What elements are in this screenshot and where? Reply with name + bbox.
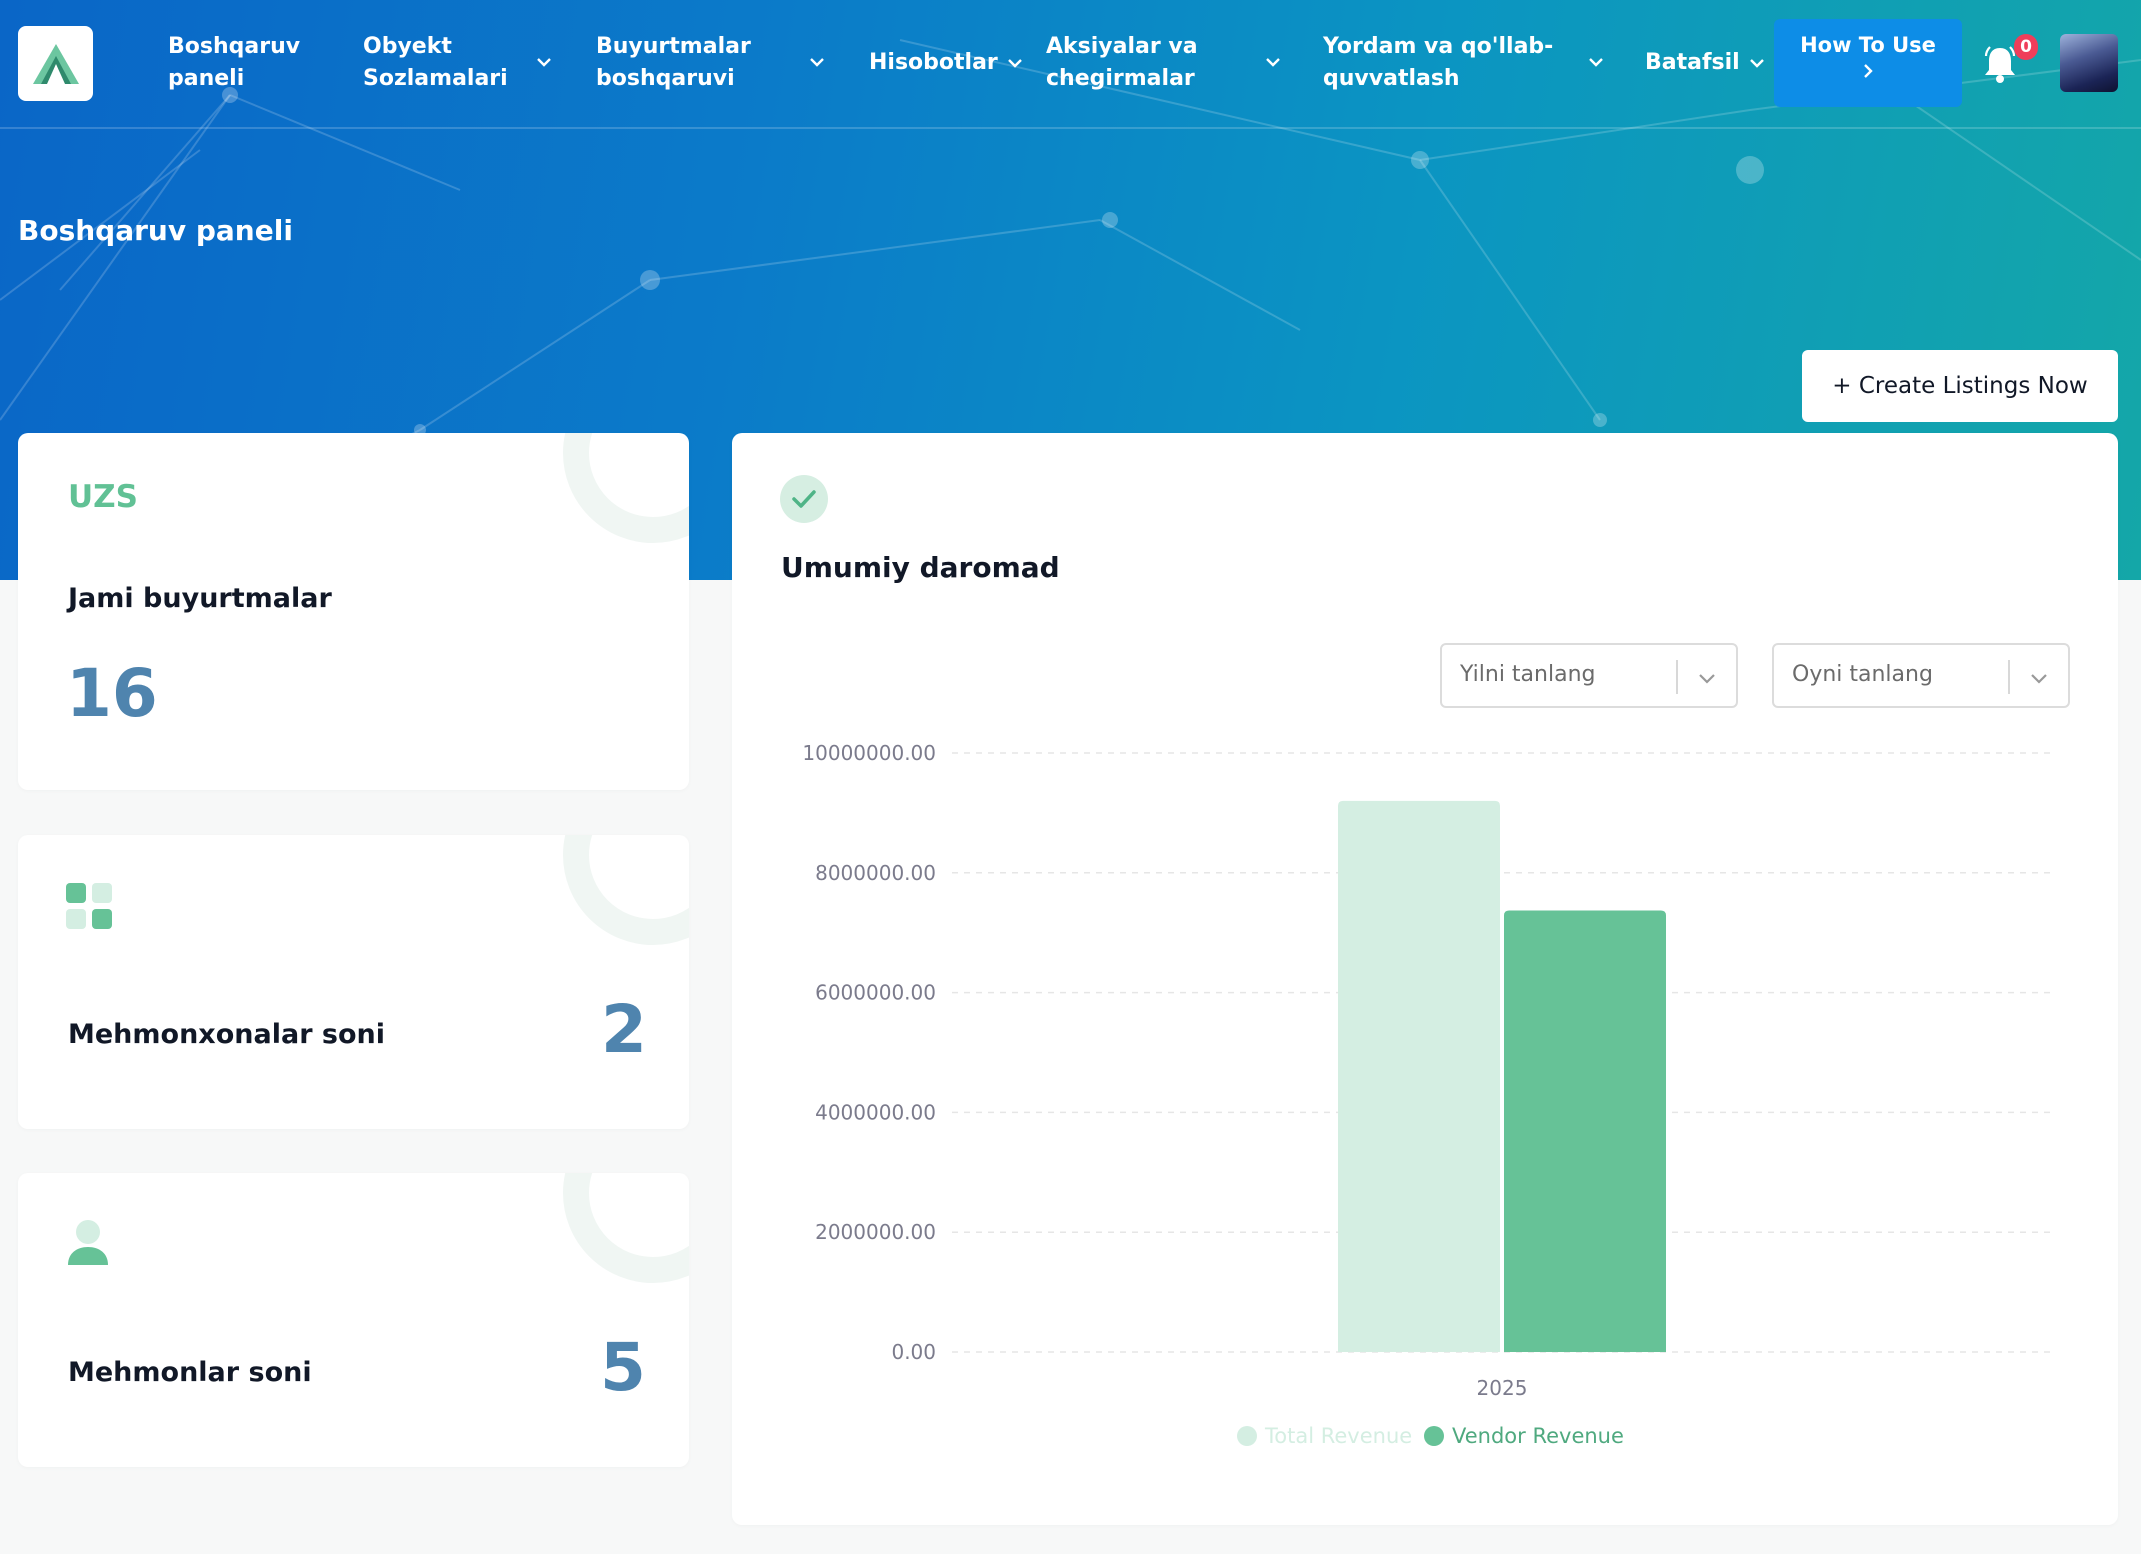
chevron-down-icon [1749, 59, 1764, 68]
revenue-card: Umumiy daromad Yilni tanlang Oyni tanlan… [732, 433, 2118, 1525]
chevron-down-icon [2031, 674, 2047, 684]
x-tick-label: 2025 [1477, 1376, 1528, 1400]
nav-item-orders[interactable]: Buyurtmalar boshqaruvi [596, 31, 824, 95]
user-icon [68, 1220, 108, 1265]
revenue-title: Umumiy daromad [781, 551, 1060, 584]
nav-item-support[interactable]: Yordam va qo'llab- quvvatlash [1323, 31, 1603, 95]
nav-item-reports[interactable]: Hisobotlar [869, 47, 1024, 79]
nav-label: Obyekt Sozlamalari [363, 34, 508, 91]
legend-marker [1237, 1426, 1257, 1446]
hotels-value: 2 [601, 991, 647, 1068]
avatar[interactable] [2060, 34, 2118, 92]
chevron-down-icon [1007, 59, 1022, 68]
y-tick-label: 10000000.00 [802, 741, 936, 765]
hotels-card: Mehmonxonalar soni 2 [18, 835, 689, 1129]
chevron-right-icon [1864, 64, 1873, 78]
bell-icon[interactable] [1982, 44, 2018, 84]
y-tick-label: 8000000.00 [815, 861, 936, 885]
month-select[interactable]: Oyni tanlang [1772, 643, 2070, 708]
nav-label: Batafsil [1645, 50, 1740, 75]
nav-label: Buyurtmalar boshqaruvi [596, 34, 751, 91]
chevron-down-icon [810, 58, 824, 67]
check-icon [780, 475, 828, 523]
nav-label: Boshqaruv paneli [168, 34, 301, 91]
legend-label: Total Revenue [1264, 1424, 1412, 1448]
bar-vendor-revenue [1504, 910, 1666, 1352]
year-select-placeholder: Yilni tanlang [1460, 662, 1596, 687]
month-select-placeholder: Oyni tanlang [1792, 662, 1933, 687]
legend-marker [1424, 1426, 1444, 1446]
notification-badge: 0 [2014, 34, 2038, 60]
grid-icon [66, 883, 112, 929]
decorative-ring [563, 433, 689, 543]
decorative-ring [563, 1173, 689, 1283]
guests-label: Mehmonlar soni [68, 1357, 312, 1388]
logo-icon [32, 43, 79, 84]
logo[interactable] [18, 26, 93, 101]
decorative-ring [563, 835, 689, 945]
nav-label: Hisobotlar [869, 50, 998, 75]
year-select[interactable]: Yilni tanlang [1440, 643, 1738, 708]
y-tick-label: 0.00 [891, 1340, 936, 1364]
bar-total-revenue [1338, 800, 1500, 1352]
revenue-chart: 10000000.00 8000000.00 6000000.00 4000000.0… [802, 741, 2052, 1448]
nav-item-more[interactable]: Batafsil [1645, 47, 1766, 79]
total-orders-card: UZS Jami buyurtmalar 16 [18, 433, 689, 790]
how-to-use-label: How To Use [1800, 33, 1936, 57]
guests-value: 5 [600, 1329, 646, 1406]
page-title: Boshqaruv paneli [18, 214, 293, 247]
y-tick-label: 4000000.00 [815, 1100, 936, 1124]
nav-item-dashboard[interactable]: Boshqaruv paneli [168, 31, 300, 95]
chevron-down-icon [1589, 58, 1603, 67]
chevron-down-icon [1266, 58, 1280, 67]
chevron-down-icon [1699, 674, 1715, 684]
orders-label: Jami buyurtmalar [68, 583, 332, 614]
hotels-label: Mehmonxonalar soni [68, 1019, 385, 1050]
select-separator [2008, 660, 2010, 694]
legend-label: Vendor Revenue [1452, 1424, 1624, 1448]
create-listings-button[interactable]: + Create Listings Now [1802, 350, 2118, 422]
currency-label: UZS [68, 479, 138, 515]
nav-label: Yordam va qo'llab- quvvatlash [1323, 34, 1554, 91]
nav-label: Aksiyalar va chegirmalar [1046, 34, 1198, 91]
y-tick-label: 6000000.00 [815, 981, 936, 1005]
select-separator [1676, 660, 1678, 694]
orders-value: 16 [66, 655, 158, 732]
how-to-use-button[interactable]: How To Use [1774, 19, 1962, 107]
guests-card: Mehmonlar soni 5 [18, 1173, 689, 1467]
chevron-down-icon [537, 58, 551, 67]
top-navigation: Boshqaruv paneli Obyekt Sozlamalari Buyu… [0, 0, 2141, 128]
y-tick-label: 2000000.00 [815, 1220, 936, 1244]
nav-item-promotions[interactable]: Aksiyalar va chegirmalar [1046, 31, 1280, 95]
nav-item-object-settings[interactable]: Obyekt Sozlamalari [363, 31, 551, 95]
